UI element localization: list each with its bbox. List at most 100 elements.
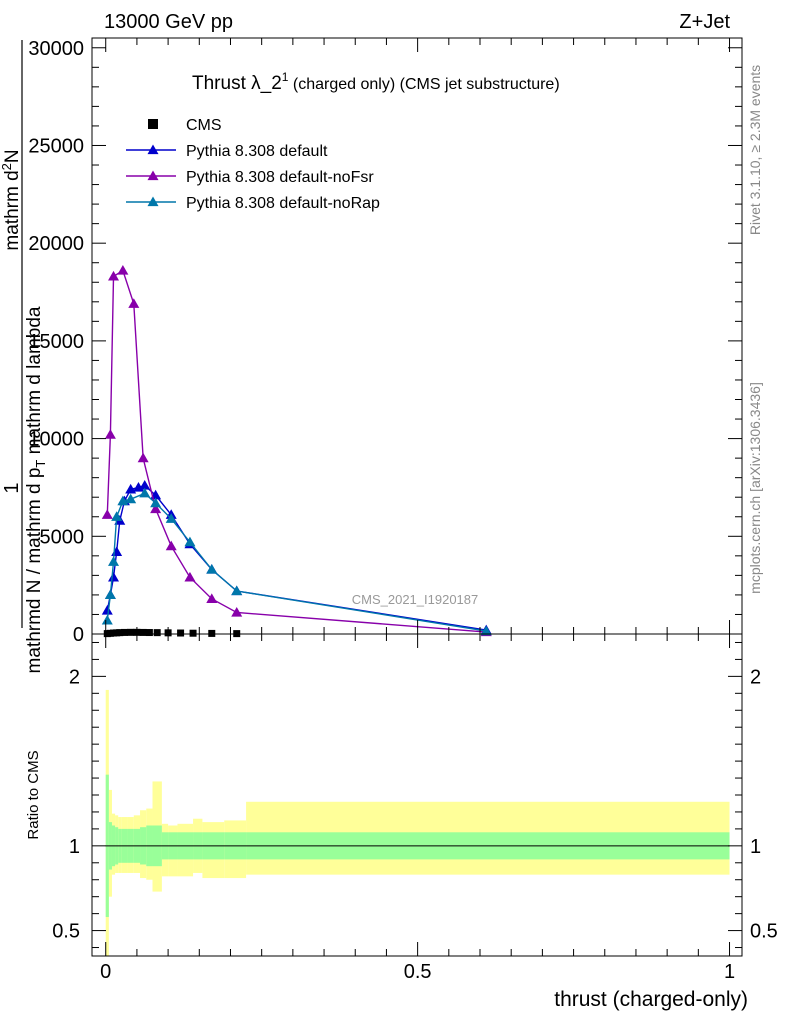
legend-label-pythia-8-308-default-norap: Pythia 8.308 default-noRap (186, 195, 380, 212)
ratio-panel: 0.5 0.51 12 2 0 0.5 1 Ratio to CMS thrust (ch… (25, 633, 778, 1011)
legend-item-pythia-8-308-default: Pythia 8.308 default (126, 143, 328, 160)
data-point-cms (139, 628, 147, 636)
ratio-y-tick-label-right: 0.5 (750, 921, 778, 943)
legend-item-pythia-8-308-default-nofsr: Pythia 8.308 default-noFsr (126, 169, 374, 186)
ratio-x-tick-label: 0 (100, 961, 111, 983)
main-y-tick-label: 15000 (28, 331, 84, 353)
legend-label-cms: CMS (186, 117, 222, 134)
data-point-pythia-8-308-default-norap (111, 511, 123, 521)
energy-label: 13000 GeV pp (104, 11, 233, 33)
plot-title: Thrust λ_21 (charged only) (CMS jet subs… (192, 70, 560, 94)
data-point-cms (120, 628, 128, 636)
data-point-pythia-8-308-default-nofsr (231, 607, 243, 617)
series-line-pythia-8-308-default-norap (106, 492, 487, 632)
ratio-y-tick-label: 1 (69, 836, 80, 858)
legend-marker-pythia-8-308-default (147, 144, 159, 155)
main-y-tick-label: 5000 (40, 526, 85, 548)
data-point-pythia-8-308-default-norap (104, 589, 116, 600)
legend-label-pythia-8-308-default: Pythia 8.308 default (186, 143, 328, 160)
ylabel-line3-b: N (2, 149, 23, 163)
legend-marker-pythia-8-308-default-nofsr (147, 170, 159, 181)
main-y-axis: 0 5000 10000 15000 20000 25000 30000 (28, 38, 742, 646)
data-point-pythia-8-308-default-nofsr (108, 270, 120, 281)
ratio-y-tick-label-right: 1 (750, 836, 761, 858)
data-point-pythia-8-308-default-nofsr (137, 452, 149, 463)
data-point-cms (116, 629, 124, 637)
data-point-pythia-8-308-default-norap (231, 585, 243, 596)
series-pythia-8-308-default (101, 479, 492, 635)
main-y-tick-label: 20000 (28, 233, 84, 255)
data-point-cms (208, 629, 216, 637)
series-pythia-8-308-default-norap (101, 487, 492, 636)
ratio-y-tick-label-right: 2 (750, 666, 761, 688)
data-point-pythia-8-308-default-norap (108, 556, 120, 566)
legend-marker-pythia-8-308-default-norap (147, 196, 159, 207)
ratio-y-tick-label: 2 (69, 666, 80, 688)
ylabel-line2-a: mathrmd N / mathrm d p (24, 468, 45, 674)
data-point-pythia-8-308-default-nofsr (184, 571, 196, 582)
legend-item-pythia-8-308-default-norap: Pythia 8.308 default-noRap (126, 195, 380, 212)
data-point-pythia-8-308-default-norap (480, 625, 492, 636)
main-plot-area (101, 265, 492, 638)
ratio-y-tick-label: 0.5 (52, 921, 80, 943)
main-x-axis (105, 38, 731, 634)
ylabel-line3-a: mathrm d (2, 170, 23, 250)
ylabel-line3: mathrm d2N (0, 149, 23, 250)
ratio-x-tick-label: 1 (724, 961, 735, 983)
analysis-watermark: CMS_2021_I1920187 (352, 592, 479, 607)
series-cms (103, 628, 241, 638)
main-panel: 0 5000 10000 15000 20000 25000 30000 Thrust λ_… (0, 37, 743, 673)
data-point-pythia-8-308-default (101, 605, 113, 615)
rivet-version-label: Rivet 3.1.10, ≥ 2.3M events (747, 65, 763, 235)
main-y-tick-label: 25000 (28, 135, 84, 157)
plot-title-rest: (charged only) (CMS jet substructure) (288, 76, 559, 93)
data-point-pythia-8-308-default-nofsr (104, 429, 116, 439)
data-point-pythia-8-308-default-nofsr (128, 298, 140, 308)
data-point-pythia-8-308-default-norap (165, 513, 177, 523)
main-y-axis-label: 1 mathrmd N / mathrm d pT mathrm d lambd… (0, 40, 48, 673)
legend-marker-cms (148, 119, 158, 129)
ylabel-line3-sup: 2 (0, 163, 14, 170)
ratio-plot-area (105, 689, 730, 956)
data-point-cms (153, 629, 161, 637)
main-y-tick-label: 10000 (28, 429, 84, 451)
data-point-pythia-8-308-default-nofsr (117, 265, 129, 275)
data-point-cms (189, 629, 197, 637)
data-point-cms (177, 629, 185, 637)
data-point-pythia-8-308-default (108, 571, 120, 582)
process-label: Z+Jet (679, 11, 730, 33)
legend-item-cms: CMS (148, 117, 222, 134)
data-point-pythia-8-308-default (139, 479, 151, 490)
data-point-pythia-8-308-default-nofsr (101, 509, 113, 519)
series-pythia-8-308-default-nofsr (101, 265, 492, 637)
data-point-pythia-8-308-default-nofsr (165, 540, 177, 551)
data-point-pythia-8-308-default-norap (150, 497, 162, 508)
ratio-y-axis: 0.5 0.5 1 1 2 2 (52, 641, 778, 949)
data-point-cms (145, 629, 153, 637)
ylabel-line2-sub: T (33, 460, 48, 468)
ylabel-line2: mathrmd N / mathrm d pT mathrm d lambda (24, 306, 48, 673)
legend: CMS Pythia 8.308 default Pythia 8.308 defa… (126, 117, 380, 212)
plot-title-main: Thrust λ_2 (192, 73, 282, 94)
ratio-y-axis-label: Ratio to CMS (25, 750, 42, 839)
data-point-pythia-8-308-default-norap (125, 493, 137, 504)
ylabel-line1: 1 (1, 482, 23, 493)
ratio-x-tick-label: 0.5 (404, 961, 432, 983)
data-point-cms (127, 628, 135, 636)
data-point-pythia-8-308-default-norap (101, 614, 113, 625)
ylabel-line2-b: mathrm d lambda (24, 306, 45, 460)
data-point-pythia-8-308-default-nofsr (150, 503, 162, 514)
series-line-pythia-8-308-default (106, 484, 487, 631)
plot-title-sup: 1 (282, 70, 289, 84)
main-y-tick-label: 0 (73, 624, 84, 646)
data-point-pythia-8-308-default-norap (184, 536, 196, 547)
x-axis-label: thrust (charged-only) (554, 988, 748, 1011)
main-y-tick-label: 30000 (28, 38, 84, 60)
data-point-pythia-8-308-default-norap (206, 564, 218, 574)
data-point-pythia-8-308-default-nofsr (206, 593, 218, 603)
data-point-pythia-8-308-default (111, 546, 123, 557)
ratio-frame (91, 633, 743, 957)
series-line-pythia-8-308-default-nofsr (106, 269, 487, 633)
ratio-x-axis: 0 0.5 1 (100, 634, 735, 983)
